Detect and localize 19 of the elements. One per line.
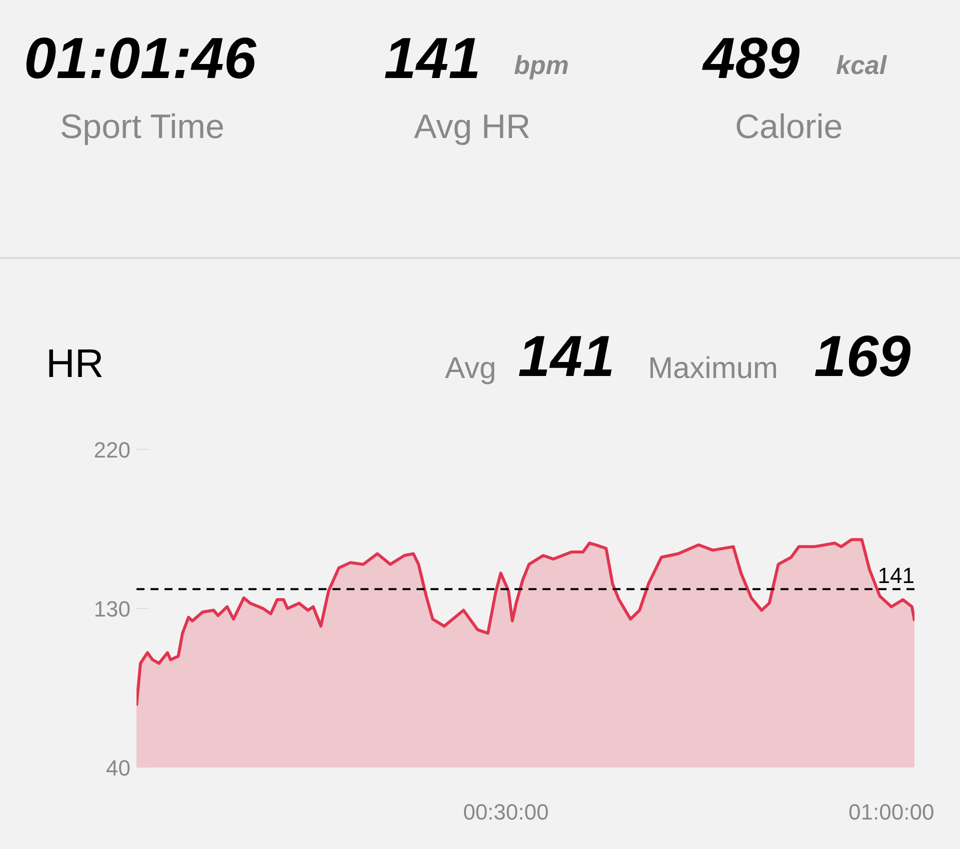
text: kcal [836, 50, 887, 80]
text: 141 [384, 26, 481, 91]
text: Maximum [648, 352, 778, 385]
text: Sport Time [60, 108, 224, 146]
text: Avg HR [414, 108, 531, 146]
text: Calorie [735, 108, 843, 146]
text: 489 [703, 26, 800, 91]
text: Avg [445, 352, 496, 385]
ref-line-label: 141 [878, 563, 915, 588]
y-tick-label: 40 [106, 756, 131, 780]
x-tick-label: 01:00:00 [848, 800, 934, 824]
text: 01:01:46 [24, 26, 256, 91]
chart-title: HR [46, 342, 104, 386]
y-tick-label: 130 [94, 596, 131, 622]
text: 169 [814, 324, 911, 389]
x-tick-label: 00:30:00 [463, 800, 549, 824]
text: bpm [514, 50, 569, 80]
y-tick-label: 220 [94, 438, 131, 462]
text: 141 [518, 324, 615, 389]
